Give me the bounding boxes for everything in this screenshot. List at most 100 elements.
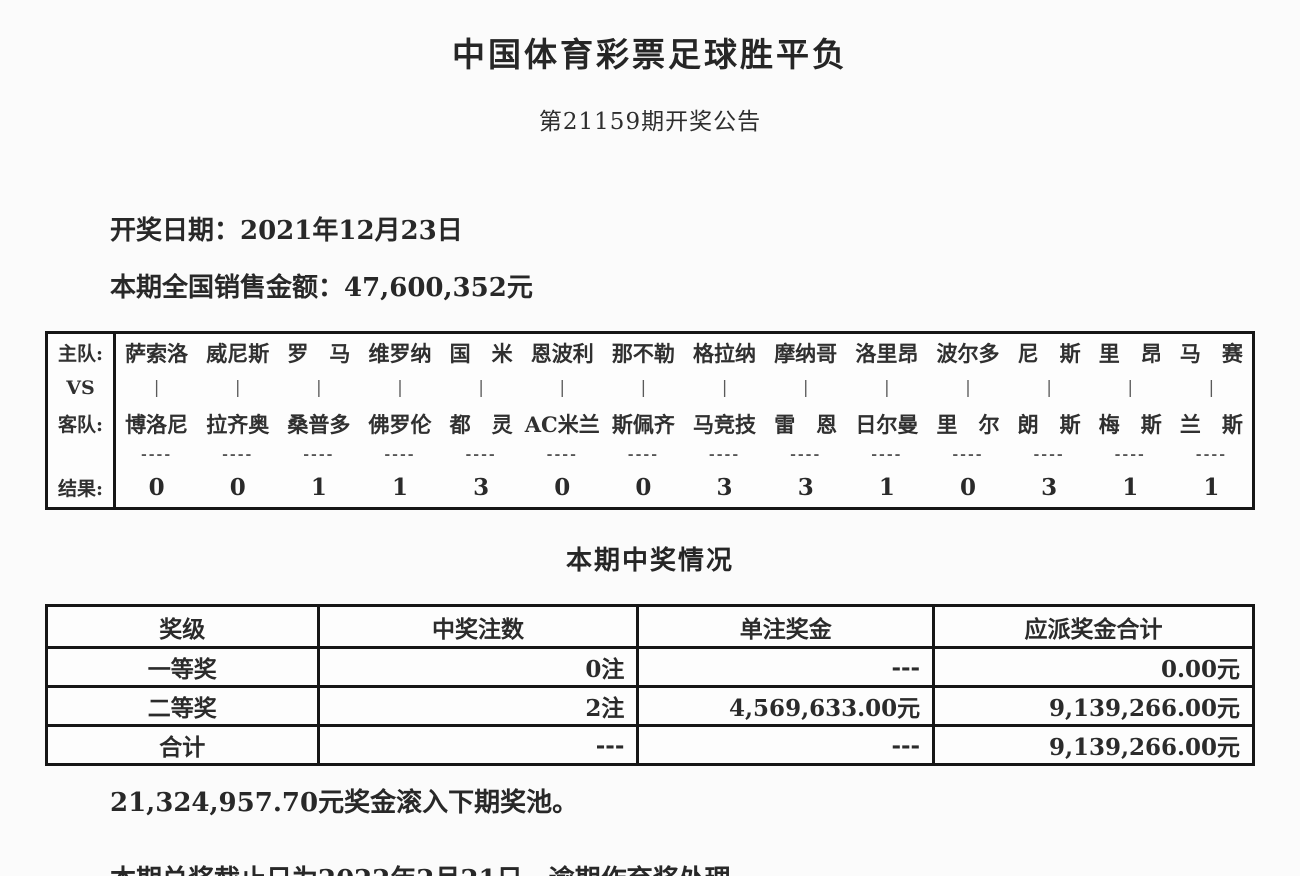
match-column: 国 米 | 都 灵 ---- 3 xyxy=(441,334,522,507)
home-team: 尼 斯 xyxy=(1017,340,1081,366)
dash-separator: ---- xyxy=(627,447,660,463)
vs-separator: | xyxy=(1127,378,1134,398)
prize-level-cell: 一等奖 xyxy=(45,646,320,688)
dash-separator: ---- xyxy=(708,447,741,463)
home-team: 格拉纳 xyxy=(693,340,757,366)
total-prize-cell: 9,139,266.00元 xyxy=(932,724,1255,766)
prize-level-cell: 二等奖 xyxy=(45,685,320,727)
prize-section-title: 本期中奖情况 xyxy=(565,546,734,576)
match-result: 3 xyxy=(1041,474,1058,501)
home-team: 洛里昂 xyxy=(855,340,919,366)
match-result: 1 xyxy=(1203,474,1220,501)
dash-separator: ---- xyxy=(465,447,497,463)
vs-separator: | xyxy=(965,378,971,398)
away-team: 日尔曼 xyxy=(855,411,919,437)
label-home-team: 主队: xyxy=(57,343,103,365)
winning-count-cell: 2注 xyxy=(316,685,640,727)
match-result: 3 xyxy=(716,474,733,501)
vs-separator: | xyxy=(1046,378,1052,398)
match-column: 那不勒 | 斯佩齐 ---- 0 xyxy=(603,334,684,507)
deadline-text: 本期兑奖截止日为2022年2月21日，逾期作弃奖处理。 xyxy=(110,859,1300,876)
rollover-text: 21,324,957.70元奖金滚入下期奖池。 xyxy=(110,788,579,818)
dash-separator: ---- xyxy=(952,447,984,463)
away-team: 里 尔 xyxy=(936,411,1000,437)
dash-separator: ---- xyxy=(303,447,335,463)
single-prize-cell: --- xyxy=(636,646,936,688)
away-team: 都 灵 xyxy=(449,411,513,437)
page-title: 中国体育彩票足球胜平负 xyxy=(452,35,848,74)
total-prize-cell: 0.00元 xyxy=(932,646,1255,688)
match-column: 威尼斯 | 拉齐奥 ---- 0 xyxy=(197,334,278,507)
label-away-team: 客队: xyxy=(57,414,103,436)
table-row: 合计 --- --- 9,139,266.00元 xyxy=(45,724,1255,766)
vs-separator: | xyxy=(1208,378,1215,398)
away-team: 梅 斯 xyxy=(1098,411,1162,437)
match-column: 摩纳哥 | 雷 恩 ---- 3 xyxy=(765,334,846,507)
single-prize-cell: 4,569,633.00元 xyxy=(636,685,936,727)
header-single-prize: 单注奖金 xyxy=(636,604,936,649)
match-result: 3 xyxy=(797,474,814,501)
vs-separator: | xyxy=(478,378,484,398)
dash-separator: ---- xyxy=(871,447,903,463)
home-team: 威尼斯 xyxy=(206,340,270,366)
home-team: 国 米 xyxy=(449,340,513,366)
match-result: 1 xyxy=(878,474,895,501)
dash-separator: ---- xyxy=(140,447,173,463)
table-row: 一等奖 0注 --- 0.00元 xyxy=(45,646,1255,688)
match-result: 0 xyxy=(229,474,246,501)
home-team: 维罗纳 xyxy=(368,340,432,366)
single-prize-cell: --- xyxy=(636,724,936,766)
table-row: 二等奖 2注 4,569,633.00元 9,139,266.00元 xyxy=(45,685,1255,727)
away-team: AC米兰 xyxy=(524,411,600,437)
dash-separator: ---- xyxy=(546,447,578,463)
home-team: 恩波利 xyxy=(530,340,594,366)
match-result: 0 xyxy=(635,474,652,501)
match-result: 0 xyxy=(148,474,165,501)
match-result: 0 xyxy=(554,474,571,501)
dash-separator: ---- xyxy=(1195,447,1228,463)
home-team: 波尔多 xyxy=(936,340,1000,366)
dash-separator: ---- xyxy=(222,447,254,463)
match-column: 恩波利 | AC米兰 ---- 0 xyxy=(522,334,603,507)
match-result: 1 xyxy=(391,474,408,501)
match-label-column: 主队: VS 客队: 结果: xyxy=(48,334,116,507)
away-team: 博洛尼 xyxy=(125,411,189,437)
vs-separator: | xyxy=(640,378,647,398)
vs-separator: | xyxy=(234,378,241,398)
home-team: 萨索洛 xyxy=(125,340,189,366)
home-team: 里 昂 xyxy=(1098,340,1162,366)
vs-separator: | xyxy=(559,378,566,398)
match-column: 马 赛 | 兰 斯 ---- 1 xyxy=(1171,334,1252,507)
draw-date-line: 开奖日期：2021年12月23日 xyxy=(110,216,463,246)
vs-separator: | xyxy=(883,378,890,398)
match-column: 波尔多 | 里 尔 ---- 0 xyxy=(927,334,1008,507)
match-column: 格拉纳 | 马竞技 ---- 3 xyxy=(684,334,765,507)
match-column: 洛里昂 | 日尔曼 ---- 1 xyxy=(846,334,927,507)
match-column: 萨索洛 | 博洛尼 ---- 0 xyxy=(116,334,197,507)
away-team: 朗 斯 xyxy=(1017,411,1081,437)
match-column: 里 昂 | 梅 斯 ---- 1 xyxy=(1090,334,1171,507)
label-vs: VS xyxy=(66,377,95,399)
away-team: 雷 恩 xyxy=(774,411,838,437)
label-result: 结果: xyxy=(57,478,103,500)
dash-separator: ---- xyxy=(1114,447,1146,463)
dash-separator: ---- xyxy=(384,447,416,463)
header-total-prize: 应派奖金合计 xyxy=(932,604,1255,649)
match-result: 1 xyxy=(310,474,327,501)
home-team: 马 赛 xyxy=(1179,340,1243,366)
header-winning-count: 中奖注数 xyxy=(316,604,640,649)
home-team: 罗 马 xyxy=(287,340,351,366)
away-team: 桑普多 xyxy=(287,411,351,437)
prize-header-row: 奖级 中奖注数 单注奖金 应派奖金合计 xyxy=(45,604,1255,649)
header-prize-level: 奖级 xyxy=(45,604,320,649)
match-column: 尼 斯 | 朗 斯 ---- 3 xyxy=(1009,334,1090,507)
page-subtitle: 第21159期开奖公告 xyxy=(538,109,762,135)
match-results-table: 主队: VS 客队: 结果: 萨索洛 | 博洛尼 ---- 0 威尼斯 | 拉齐… xyxy=(45,331,1255,510)
away-team: 兰 斯 xyxy=(1179,411,1243,437)
dash-separator: ---- xyxy=(1033,447,1065,463)
vs-separator: | xyxy=(153,378,160,398)
prize-level-cell: 合计 xyxy=(45,724,320,766)
match-column: 罗 马 | 桑普多 ---- 1 xyxy=(278,334,359,507)
away-team: 马竞技 xyxy=(693,411,757,437)
